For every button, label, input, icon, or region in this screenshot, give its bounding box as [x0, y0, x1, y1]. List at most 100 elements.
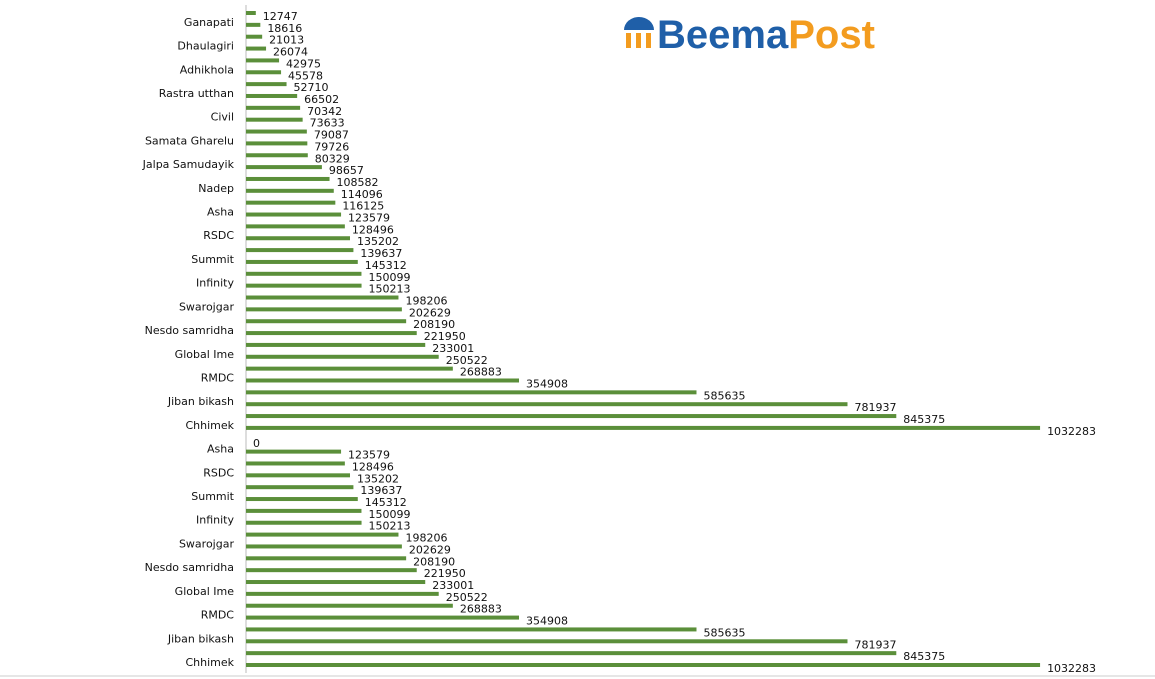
bar [246, 663, 1041, 667]
data-label: 221950 [424, 567, 466, 580]
data-label: 354908 [526, 377, 568, 390]
data-label: 98657 [329, 164, 364, 177]
bar [246, 34, 263, 39]
bar [246, 651, 897, 656]
logo-part: Beema [657, 13, 789, 57]
y-tick-label: Infinity [196, 277, 234, 290]
data-label: 128496 [352, 460, 394, 473]
data-label: 108582 [337, 176, 379, 189]
data-label: 123579 [348, 212, 390, 225]
bar [246, 271, 362, 276]
data-label: 139637 [360, 484, 402, 497]
data-label: 250522 [446, 354, 488, 367]
bar [246, 568, 417, 573]
bar [246, 532, 399, 537]
bar [246, 307, 402, 312]
y-tick-label: Global Ime [175, 348, 235, 361]
data-label: 845375 [903, 650, 945, 663]
data-label: 135202 [357, 235, 399, 248]
bar [246, 176, 330, 181]
data-label: 250522 [446, 591, 488, 604]
data-label: 145312 [365, 259, 407, 272]
y-tick-label: Swarojgar [179, 537, 235, 550]
data-label: 1032283 [1047, 662, 1096, 675]
y-tick-label: Samata Gharelu [145, 134, 234, 147]
logo-text: BeemaPost [657, 13, 875, 57]
y-tick-label: Global Ime [175, 585, 235, 598]
data-label: 268883 [460, 366, 502, 379]
y-tick-label: Infinity [196, 514, 234, 527]
y-tick-label: RMDC [201, 609, 235, 622]
bar [246, 93, 298, 98]
bar [246, 639, 848, 644]
bar [246, 556, 407, 561]
data-label: 150099 [368, 271, 410, 284]
data-label: 233001 [432, 342, 474, 355]
bar [246, 153, 308, 158]
bar [246, 615, 520, 620]
data-label: 73633 [310, 117, 345, 130]
bar [246, 461, 345, 466]
bar [246, 473, 351, 478]
bar [246, 580, 426, 585]
y-tick-label: Rastra utthan [159, 87, 234, 100]
bar [246, 58, 280, 63]
data-label: 80329 [315, 152, 350, 165]
bar [246, 224, 345, 229]
bar [246, 212, 342, 217]
bar [246, 485, 354, 490]
data-label: 150213 [369, 283, 411, 296]
y-tick-label: Nesdo samridha [145, 324, 234, 337]
data-label: 1032283 [1047, 425, 1096, 438]
data-label: 79726 [314, 140, 349, 153]
y-tick-label: Chhimek [185, 419, 234, 432]
data-label: 70342 [307, 105, 342, 118]
bar [246, 378, 520, 383]
bar [246, 129, 307, 134]
data-label: 52710 [294, 81, 329, 94]
bar [246, 295, 399, 300]
bar [246, 331, 417, 336]
bar [246, 342, 426, 347]
y-tick-label: Summit [191, 490, 234, 503]
bar [246, 520, 362, 525]
bar [246, 22, 261, 27]
bar [246, 82, 287, 87]
bar [246, 11, 256, 15]
bar [246, 248, 354, 253]
data-label: 45578 [288, 69, 323, 82]
y-tick-label: Civil [211, 111, 234, 124]
bar [246, 283, 362, 288]
bar [246, 354, 439, 359]
bar [246, 508, 362, 513]
data-label: 66502 [304, 93, 339, 106]
bar [246, 70, 282, 75]
logo-icon [624, 17, 654, 48]
data-label: 781937 [854, 401, 896, 414]
data-label: 128496 [352, 223, 394, 236]
bar [246, 497, 358, 502]
data-label: 79087 [314, 129, 349, 142]
data-label: 585635 [703, 389, 745, 402]
y-tick-label: Jiban bikash [167, 632, 234, 645]
logo-part: Post [788, 13, 875, 57]
bar [246, 603, 453, 608]
y-tick-label: Jiban bikash [167, 395, 234, 408]
y-tick-label: Swarojgar [179, 300, 235, 313]
data-label: 268883 [460, 603, 502, 616]
data-label: 202629 [409, 543, 451, 556]
data-label: 0 [253, 437, 260, 450]
y-tick-label: Dhaulagiri [177, 40, 234, 53]
y-tick-label: RSDC [203, 466, 234, 479]
y-tick-label: Summit [191, 253, 234, 266]
bar [246, 188, 334, 193]
y-tick-label: Jalpa Samudayik [142, 158, 235, 171]
data-label: 585635 [703, 626, 745, 639]
data-label: 845375 [903, 413, 945, 426]
bar [246, 165, 322, 170]
data-label: 208190 [413, 318, 455, 331]
y-tick-label: Nadep [198, 182, 234, 195]
bar [246, 236, 351, 241]
data-label: 21013 [269, 34, 304, 47]
